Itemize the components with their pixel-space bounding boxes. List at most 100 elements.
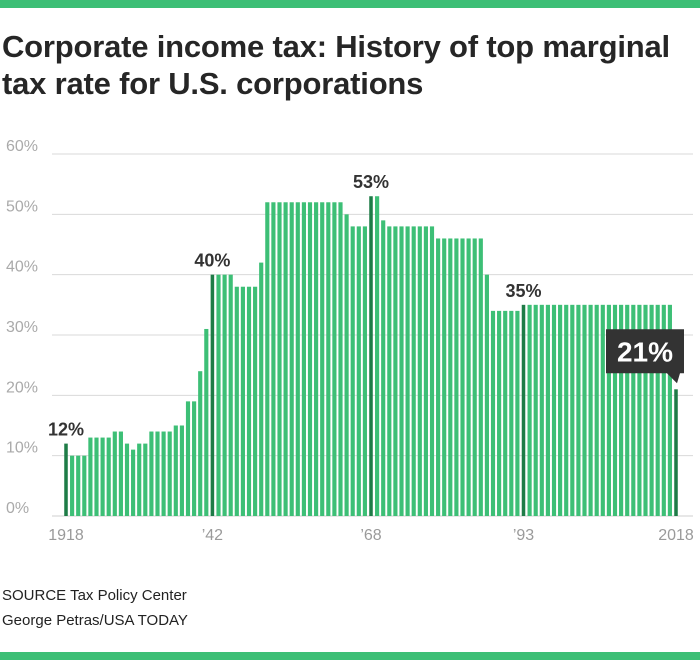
x-tick-label: 2018 bbox=[658, 527, 694, 544]
y-tick-label: 50% bbox=[6, 198, 38, 215]
bar-1994 bbox=[527, 304, 532, 516]
x-tick-label: ’42 bbox=[202, 527, 223, 544]
bar-2008 bbox=[612, 304, 618, 516]
annotation-label: 35% bbox=[505, 281, 541, 301]
bar-1966 bbox=[356, 226, 361, 516]
bar-1969 bbox=[375, 196, 380, 516]
bar-1944 bbox=[222, 274, 227, 516]
bar-1946 bbox=[234, 286, 239, 516]
bar-1973 bbox=[399, 226, 404, 516]
bar-2017 bbox=[667, 304, 672, 516]
bar-1931 bbox=[143, 443, 148, 516]
bar-1918 bbox=[64, 443, 68, 516]
bar-1979 bbox=[436, 238, 441, 516]
bar-1988 bbox=[490, 310, 496, 516]
annotations: 12% 40% 53% 35% 21% bbox=[48, 172, 684, 440]
bar-1961 bbox=[326, 202, 331, 516]
annotation-label: 40% bbox=[194, 251, 230, 271]
annotation-label: 53% bbox=[353, 172, 389, 192]
bar-1981 bbox=[448, 238, 453, 516]
bar-1968 bbox=[369, 196, 373, 516]
bar-1951 bbox=[265, 202, 270, 516]
bar-1935 bbox=[167, 431, 172, 516]
bar-1926 bbox=[112, 431, 117, 516]
bar-2006 bbox=[600, 304, 605, 516]
bars bbox=[64, 196, 678, 516]
bar-1971 bbox=[387, 226, 392, 516]
bar-1960 bbox=[320, 202, 325, 516]
bar-1954 bbox=[283, 202, 288, 516]
bar-1924 bbox=[100, 437, 105, 516]
bar-1933 bbox=[155, 431, 160, 516]
bar-1934 bbox=[161, 431, 166, 516]
bar-1974 bbox=[405, 226, 410, 516]
bar-1986 bbox=[478, 238, 483, 516]
bar-1921 bbox=[82, 455, 87, 516]
x-tick-label: 1918 bbox=[48, 527, 84, 544]
bar-1978 bbox=[429, 226, 435, 516]
bar-1925 bbox=[106, 437, 111, 516]
bar-1963 bbox=[338, 202, 343, 516]
bar-1982 bbox=[454, 238, 459, 516]
bar-2001 bbox=[570, 304, 575, 516]
bar-1997 bbox=[545, 304, 550, 516]
bar-1955 bbox=[289, 202, 294, 516]
bar-1929 bbox=[131, 449, 136, 516]
bar-1949 bbox=[253, 286, 258, 516]
bar-1952 bbox=[271, 202, 276, 516]
bottom-accent-bar bbox=[0, 652, 700, 660]
bar-2002 bbox=[576, 304, 581, 516]
bar-1950 bbox=[259, 262, 264, 516]
bar-1957 bbox=[301, 202, 306, 516]
y-axis-ticks: 0% 10% 20% 30% 40% 50% 60% bbox=[6, 138, 38, 517]
bar-1999 bbox=[558, 304, 563, 516]
bar-1983 bbox=[460, 238, 465, 516]
source-note: SOURCE Tax Policy Center bbox=[2, 587, 187, 604]
bar-1993 bbox=[521, 304, 526, 516]
bar-1945 bbox=[228, 274, 233, 516]
bar-1919 bbox=[70, 455, 75, 516]
bar-1976 bbox=[417, 226, 422, 516]
y-tick-label: 60% bbox=[6, 138, 38, 155]
bar-2003 bbox=[582, 304, 587, 516]
bar-1923 bbox=[94, 437, 99, 516]
bar-1938 bbox=[185, 401, 191, 516]
bar-2018 bbox=[674, 389, 678, 516]
bar-1920 bbox=[76, 455, 81, 516]
bar-1992 bbox=[515, 310, 520, 516]
bar-1995 bbox=[533, 304, 538, 516]
bar-1948 bbox=[246, 286, 252, 516]
bar-1991 bbox=[509, 310, 514, 516]
y-tick-label: 20% bbox=[6, 379, 38, 396]
bar-1990 bbox=[503, 310, 508, 516]
bar-1932 bbox=[149, 431, 154, 516]
credit-line: George Petras/USA TODAY bbox=[2, 612, 188, 629]
bar-1959 bbox=[314, 202, 319, 516]
bar-2000 bbox=[564, 304, 569, 516]
bar-1987 bbox=[484, 274, 489, 516]
y-tick-label: 10% bbox=[6, 440, 38, 457]
bar-1940 bbox=[198, 371, 203, 516]
bar-1977 bbox=[423, 226, 428, 516]
bar-2016 bbox=[661, 304, 666, 516]
bar-1958 bbox=[307, 202, 313, 516]
bar-2015 bbox=[655, 304, 660, 516]
x-tick-label: ’93 bbox=[513, 527, 534, 544]
bar-1956 bbox=[295, 202, 300, 516]
bar-1985 bbox=[472, 238, 477, 516]
annotation-label: 12% bbox=[48, 420, 84, 440]
bar-1989 bbox=[497, 310, 502, 516]
bar-1936 bbox=[173, 425, 178, 516]
bar-1998 bbox=[551, 304, 557, 516]
bar-2011 bbox=[631, 304, 636, 516]
bar-1927 bbox=[118, 431, 123, 516]
bar-1964 bbox=[344, 214, 349, 516]
bar-2013 bbox=[643, 304, 648, 516]
bar-1942 bbox=[210, 274, 215, 516]
bar-2010 bbox=[625, 304, 630, 516]
bar-1953 bbox=[277, 202, 282, 516]
bar-2007 bbox=[606, 304, 611, 516]
y-tick-label: 40% bbox=[6, 259, 38, 276]
bar-2009 bbox=[619, 304, 624, 516]
x-tick-label: ’68 bbox=[360, 527, 381, 544]
